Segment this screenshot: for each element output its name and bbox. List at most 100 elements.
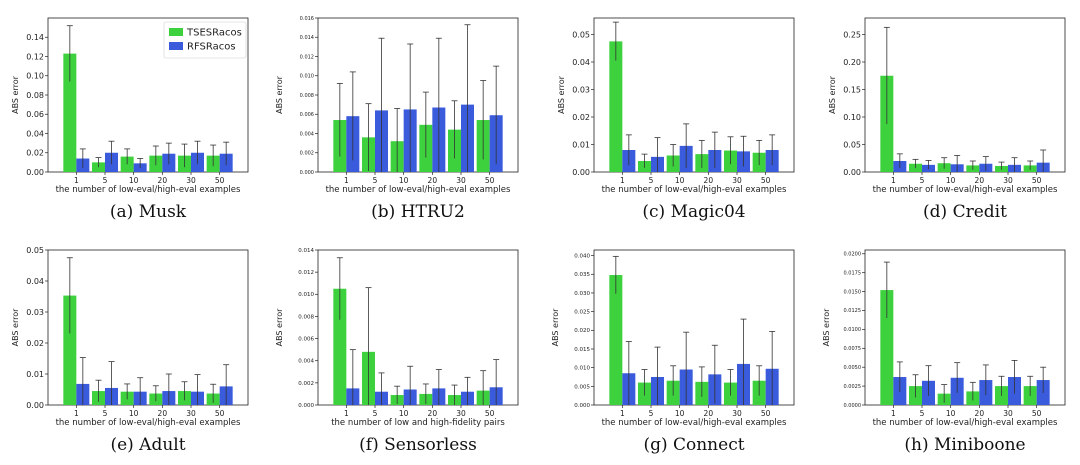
y-tick-label: 0.25	[843, 30, 861, 39]
y-tick-label: 0.006	[298, 336, 314, 342]
x-tick-label: 10	[675, 409, 685, 418]
y-tick-label: 0.020	[574, 328, 590, 334]
axes-frame	[864, 17, 1066, 173]
x-tick-label: 50	[1032, 176, 1042, 185]
y-tick-label: 0.015	[574, 347, 590, 353]
legend: TSESRacos RFSRacos	[163, 21, 247, 59]
x-tick-label: 10	[399, 409, 409, 418]
bar-tsesracos	[63, 295, 77, 405]
x-tick-label: 5	[103, 176, 108, 185]
x-axis-label: the number of low-eval/high-eval example…	[602, 185, 787, 195]
y-tick-label: 0.012	[300, 54, 314, 60]
y-axis-label: ABS error	[551, 308, 560, 347]
x-tick-label: 10	[946, 409, 956, 418]
x-tick-label: 1	[74, 176, 79, 185]
y-tick-label: 0.05	[843, 140, 861, 149]
y-tick-label: 0.002	[300, 151, 314, 157]
x-axis-label: the number of low-eval/high-eval example…	[326, 185, 511, 195]
y-axis-label: ABS error	[557, 75, 566, 114]
y-tick-label: 0.20	[843, 58, 861, 67]
chart-panel-h: 0.0000 0.0025 0.0050 0.0075 0.0100 0.0125 0.01…	[822, 249, 1066, 455]
x-tick-label: 50	[485, 176, 495, 185]
x-tick-label: 20	[158, 409, 168, 418]
x-axis-label: the number of low-eval/high-eval example…	[56, 185, 241, 195]
x-tick-label: 30	[1003, 409, 1013, 418]
y-axis-label: ABS error	[275, 75, 284, 114]
legend-label: TSESRacos	[186, 28, 242, 39]
y-tick-label: 0.014	[298, 248, 314, 254]
y-tick-label: 0.00	[572, 168, 590, 177]
x-tick-label: 50	[1032, 409, 1042, 418]
y-tick-label: 0.004	[298, 359, 314, 365]
legend-label: RFSRacos	[187, 42, 236, 53]
y-axis-label: ABS error	[822, 308, 831, 347]
y-tick-label: 0.002	[298, 381, 314, 387]
y-tick-label: 0.000	[574, 403, 590, 409]
y-tick-label: 0.000	[298, 403, 314, 409]
x-tick-label: 5	[103, 409, 108, 418]
legend-box	[163, 21, 247, 59]
x-tick-label: 20	[975, 409, 985, 418]
x-tick-label: 1	[891, 176, 896, 185]
panel-caption: (e) Adult	[110, 435, 185, 455]
x-tick-label: 5	[920, 176, 925, 185]
panel-caption: (c) Magic04	[642, 202, 745, 222]
legend-swatch	[169, 42, 183, 50]
x-tick-label: 1	[74, 409, 79, 418]
y-tick-label: 0.004	[300, 131, 314, 137]
y-tick-label: 0.006	[300, 112, 314, 118]
y-tick-label: 0.04	[26, 277, 44, 286]
y-tick-label: 0.0075	[844, 346, 862, 352]
y-tick-label: 0.03	[572, 85, 590, 94]
y-tick-label: 0.04	[572, 58, 590, 67]
x-tick-label: 30	[732, 409, 742, 418]
y-tick-label: 0.0200	[844, 252, 862, 258]
x-tick-label: 1	[620, 176, 625, 185]
chart-panel-f: 0.000 0.002 0.004 0.006 0.008 0.010 0.012 0.014…	[275, 248, 519, 455]
y-tick-label: 0.008	[300, 93, 314, 99]
x-tick-label: 30	[1003, 176, 1013, 185]
panel-caption: (h) Miniboone	[904, 435, 1025, 455]
y-tick-label: 0.025	[574, 310, 590, 316]
x-tick-label: 1	[344, 176, 349, 185]
y-tick-label: 0.040	[574, 254, 590, 260]
y-tick-label: 0.030	[574, 291, 590, 297]
x-tick-label: 10	[399, 176, 409, 185]
y-tick-label: 0.0100	[844, 327, 862, 333]
y-tick-label: 0.010	[298, 292, 314, 298]
x-tick-label: 5	[373, 409, 378, 418]
y-tick-label: 0.000	[300, 170, 314, 176]
x-tick-label: 10	[129, 409, 139, 418]
y-tick-label: 0.035	[574, 272, 590, 278]
x-tick-label: 50	[761, 409, 771, 418]
x-tick-label: 1	[891, 409, 896, 418]
y-tick-label: 0.005	[574, 384, 590, 390]
y-tick-label: 0.014	[300, 35, 314, 41]
y-tick-label: 0.08	[26, 91, 44, 100]
y-tick-label: 0.0025	[844, 384, 862, 390]
y-tick-label: 0.05	[572, 30, 590, 39]
y-tick-label: 0.10	[26, 72, 44, 81]
chart-panel-d: 0.00 0.05 0.10 0.15 0.20 0.25 ABS error 1 5 10 20 3…	[828, 17, 1066, 222]
y-tick-label: 0.12	[26, 52, 44, 61]
x-tick-label: 50	[485, 409, 495, 418]
x-tick-label: 50	[761, 176, 771, 185]
y-tick-label: 0.010	[574, 366, 590, 372]
panel-caption: (f) Sensorless	[359, 435, 477, 455]
x-tick-label: 1	[620, 409, 625, 418]
x-tick-label: 30	[456, 176, 466, 185]
y-tick-label: 0.05	[26, 246, 44, 255]
y-tick-label: 0.00	[26, 401, 44, 410]
bar-tsesracos	[609, 275, 623, 405]
x-axis-label: the number of low-eval/high-eval example…	[873, 185, 1058, 195]
axes-frame	[317, 249, 519, 406]
x-tick-label: 30	[456, 409, 466, 418]
panel-caption: (a) Musk	[110, 202, 187, 222]
axes-frame	[593, 249, 795, 406]
axes-frame	[47, 249, 249, 406]
y-tick-label: 0.10	[843, 113, 861, 122]
x-tick-label: 50	[215, 409, 225, 418]
y-tick-label: 0.01	[26, 370, 44, 379]
y-tick-label: 0.0150	[844, 289, 862, 295]
x-tick-label: 10	[675, 176, 685, 185]
